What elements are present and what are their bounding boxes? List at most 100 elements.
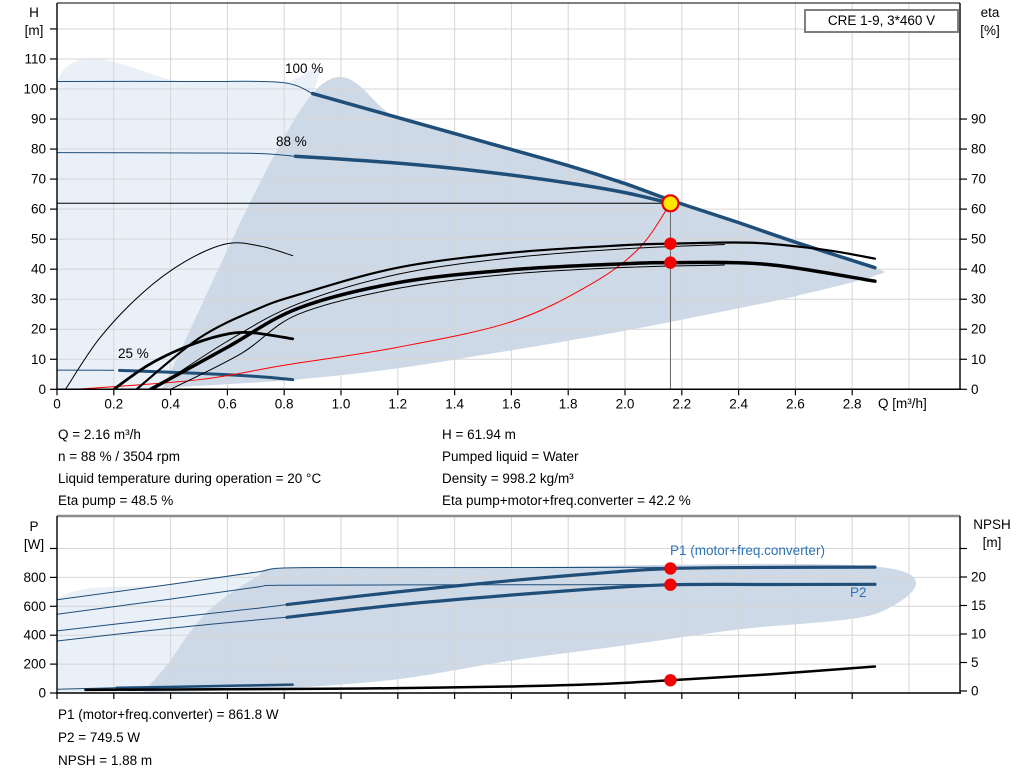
npsh-point [664,674,677,687]
h-axis-title: H [m] [14,4,54,40]
power-envelope-low-flow [57,567,288,693]
right-tick-label: 10 [971,352,986,367]
envelope-low-flow [57,58,320,390]
left-tick-label: 800 [23,570,46,585]
npsh-axis-title-unit: [m] [982,535,1002,550]
right-tick-label: 5 [971,655,979,670]
p-axis-title-unit: [W] [23,537,45,552]
p1-25pct [115,683,294,690]
left-tick-label: 40 [31,262,46,277]
left-tick-label: 50 [31,232,46,247]
q-axis-unit-label: Q [m³/h] [878,396,927,411]
x-tick-label: 1.8 [559,396,578,411]
eta-pump-point [664,237,677,250]
info-pumped-liquid: Pumped liquid = Water [442,449,579,464]
pump-type-title-box: CRE 1-9, 3*460 V [804,9,959,33]
eta-pump-25pct [65,242,294,390]
p-axis-title-symbol: P [29,519,39,534]
qh-25pct [117,368,295,382]
left-tick-label: 30 [31,292,46,307]
x-tick-label: 2.0 [616,396,635,411]
duty-envelope [162,76,885,390]
left-tick-label: 600 [23,599,46,614]
qh-88pct-lead [57,152,297,157]
right-tick-label: 0 [971,684,979,699]
eta-total-88pct [148,260,877,390]
right-tick-label: 30 [971,292,986,307]
left-tick-label: 80 [31,142,46,157]
x-tick-label: 2.8 [843,396,862,411]
x-tick-label: 1.6 [502,396,521,411]
left-tick-label: 110 [24,51,46,66]
info-npsh: NPSH = 1.88 m [58,753,153,768]
right-tick-label: 50 [971,232,986,247]
eta-axis-title: eta [%] [968,4,1012,40]
left-tick-label: 70 [31,172,46,187]
eta-axis-title-symbol: eta [980,5,1000,20]
p1-series-label: P1 (motor+freq.converter) [670,543,825,558]
qh-100pct [310,91,877,270]
x-tick-label: 0.8 [275,396,294,411]
info-p1: P1 (motor+freq.converter) = 861.8 W [58,707,279,722]
p1-88pct [285,565,877,607]
info-liquid-temperature: Liquid temperature during operation = 20… [58,471,322,486]
left-tick-label: 90 [31,112,46,127]
p2-series-label: P2 [850,585,867,600]
x-tick-label: 0 [53,396,61,411]
qh-88pct [293,154,673,206]
duty-point [661,194,680,213]
h-axis-title-unit: [m] [24,23,44,38]
left-tick-label: 100 [23,82,46,97]
p1-25pct-lead [57,687,118,690]
info-flow: Q = 2.16 m³/h [58,427,141,442]
left-tick-label: 60 [31,202,46,217]
speed-label-88pct: 88 % [276,134,307,149]
x-tick-label: 0.4 [161,396,180,411]
left-tick-label: 0 [38,382,46,397]
x-tick-label: 0.2 [104,396,123,411]
eta-axis-title-unit: [%] [980,23,1000,38]
p1-88pct-lead [57,604,288,632]
speed-label-100pct: 100 % [285,61,324,76]
left-tick-label: 400 [23,628,46,643]
x-tick-label: 1.0 [332,396,351,411]
right-tick-label: 90 [971,112,986,127]
right-tick-label: 20 [971,570,986,585]
p2-point [664,578,677,591]
left-tick-label: 10 [31,352,46,367]
right-tick-label: 40 [971,262,986,277]
power-duty-envelope [142,563,917,693]
info-speed: n = 88 % / 3504 rpm [58,449,180,464]
qh-100pct-lead [57,80,314,95]
x-tick-label: 1.4 [445,396,464,411]
right-tick-label: 10 [971,627,986,642]
npsh-axis-title-symbol: NPSH [973,517,1011,532]
eta-total-100pct [170,264,725,390]
info-eta-total: Eta pump+motor+freq.converter = 42.2 % [442,493,691,508]
right-tick-label: 15 [971,598,986,613]
p1-point [664,562,677,575]
left-tick-label: 0 [38,686,46,701]
x-tick-label: 0.6 [218,396,237,411]
system-curve [79,202,671,390]
left-tick-label: 200 [23,657,46,672]
x-tick-label: 1.2 [388,396,407,411]
info-head: H = 61.94 m [442,427,516,442]
eta-total-point [664,256,677,269]
right-tick-label: 60 [971,202,986,217]
speed-label-25pct: 25 % [118,346,149,361]
left-tick-label: 20 [31,322,46,337]
right-tick-label: 0 [971,382,979,397]
p-axis-title: P [W] [14,518,54,554]
p2-88pct-lead [57,616,288,642]
info-density: Density = 998.2 kg/m³ [442,471,574,486]
p2-88pct [285,582,877,619]
x-tick-label: 2.2 [672,396,691,411]
right-tick-label: 20 [971,322,986,337]
npsh-curve [84,665,877,692]
h-axis-title-symbol: H [29,5,39,20]
npsh-axis-title: NPSH [m] [966,516,1018,552]
right-tick-label: 70 [971,172,986,187]
